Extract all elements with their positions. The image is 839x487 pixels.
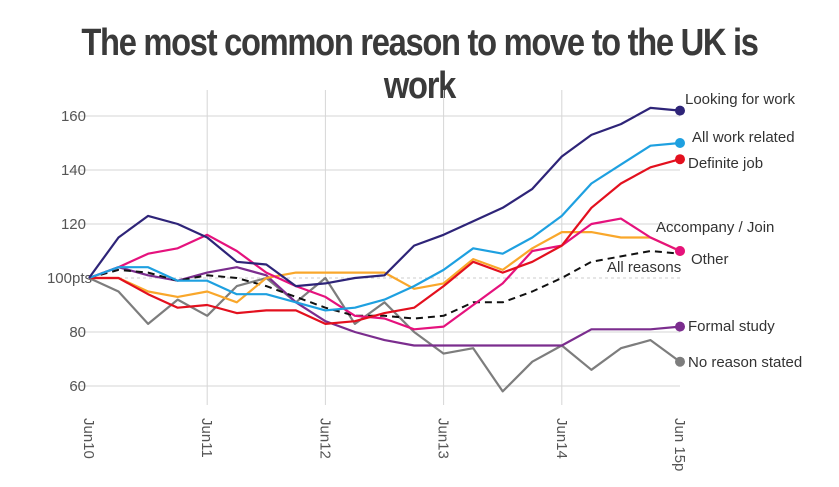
y-tick-label: 140: [61, 162, 86, 179]
series-lines: [88, 106, 681, 393]
y-tick-label: 60: [69, 378, 86, 395]
series-line-looking-for-work: [88, 106, 681, 288]
x-tick-label: Jun11: [198, 418, 215, 458]
x-tick-label: Jun 15p: [671, 418, 688, 471]
series-labels: No reason stated Formal study All reasons O…: [607, 91, 802, 371]
series-line-all-reasons: [88, 250, 681, 320]
series-label-no-reason-stated: No reason stated: [688, 354, 802, 371]
series-label-all-reasons: All reasons: [607, 259, 681, 276]
series-end-markers: [675, 105, 685, 367]
series-label-accompany-join: Accompany / Join: [656, 219, 774, 236]
end-marker-definite-job: [675, 154, 685, 165]
x-tick-label: Jun10: [80, 418, 97, 459]
end-marker-no-reason-stated: [675, 356, 685, 367]
y-tick-label: 80: [69, 324, 86, 341]
y-tick-label: 160: [61, 108, 86, 125]
series-line-all-work-related: [88, 141, 681, 312]
series-line-definite-job: [89, 158, 681, 325]
end-marker-accompany-join: [675, 246, 685, 256]
series-label-formal-study: Formal study: [688, 318, 775, 335]
series-label-looking-for-work: Looking for work: [685, 91, 796, 108]
series-line-accompany-join: [88, 217, 681, 331]
series-label-all-work-related: All work related: [692, 129, 795, 146]
y-tick-label: 100pts: [47, 270, 92, 287]
series-label-other: Other: [691, 251, 729, 268]
chart-title: The most common reason to move to the UK…: [81, 22, 759, 107]
end-marker-formal-study: [675, 321, 685, 332]
series-line-other: [89, 231, 681, 304]
series-line-formal-study: [88, 266, 681, 347]
x-tick-label: Jun13: [435, 418, 452, 459]
y-axis-ticks: 60 80 100pts 120 140 160: [47, 108, 92, 395]
series-line-no-reason-stated: [88, 276, 681, 393]
x-tick-label: Jun14: [553, 418, 570, 459]
end-marker-all-work-related: [675, 138, 685, 148]
series-label-definite-job: Definite job: [688, 155, 763, 172]
x-axis-ticks: Jun10 Jun11 Jun12 Jun13 Jun14 Jun 15p: [80, 418, 688, 471]
x-tick-label: Jun12: [316, 418, 333, 459]
end-marker-looking-for-work: [675, 105, 685, 116]
y-tick-label: 120: [61, 216, 86, 233]
